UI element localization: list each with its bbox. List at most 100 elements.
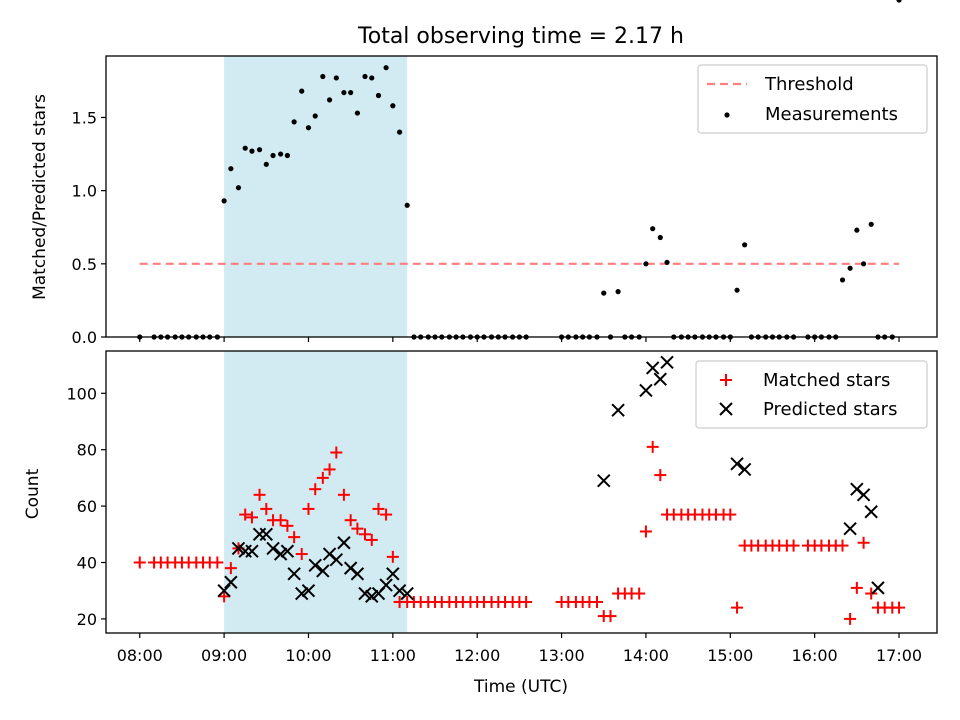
measurement-point	[861, 261, 867, 267]
measurement-point	[228, 166, 234, 172]
bottom-x-tick-label: 13:00	[539, 646, 585, 665]
matched-star-point	[654, 469, 667, 482]
measurement-point	[657, 234, 663, 241]
bottom-x-tick-label: 12:00	[454, 646, 500, 665]
matched-star-point	[365, 533, 378, 546]
measurement-point	[284, 152, 290, 159]
measurement-point	[249, 148, 255, 154]
matched-star-point	[133, 556, 146, 569]
matched-star-point	[520, 595, 533, 608]
measurement-point	[868, 221, 874, 227]
predicted-star-point	[217, 583, 231, 598]
measurement-point	[742, 242, 748, 248]
legend-matched-label: Matched stars	[763, 370, 890, 391]
measurement-point	[390, 103, 396, 109]
matched-star-point	[260, 502, 273, 515]
top-legend: Threshold Measurements	[697, 64, 928, 134]
top-axes-frame	[105, 55, 938, 338]
matched-star-point	[865, 587, 878, 600]
matched-star-point	[253, 488, 266, 501]
bottom-x-tick-label: 17:00	[876, 646, 922, 665]
predicted-star-point	[280, 544, 295, 558]
matched-star-point	[893, 601, 906, 614]
matched-star-point	[281, 519, 294, 532]
matched-star-point	[302, 502, 315, 515]
bottom-panel: 20 40 60 80 100 08:00 09:00 10:00 11:00 12:00 13:…	[23, 350, 938, 697]
measurement-point	[650, 226, 656, 232]
measurement-point	[601, 290, 607, 296]
measurement-point	[404, 202, 410, 208]
matched-star-point	[309, 483, 322, 496]
matched-star-point	[844, 612, 857, 625]
predicted-star-point	[350, 567, 365, 581]
matched-star-point	[857, 536, 870, 549]
top-shaded-region	[224, 56, 408, 337]
legend-predicted-swatch	[719, 402, 733, 416]
measurement-point	[896, 0, 902, 3]
top-y-axis-label: Matched/Predicted stars	[30, 94, 50, 300]
matched-star-point	[323, 463, 336, 476]
matched-star-point	[224, 562, 237, 575]
predicted-star-point	[266, 541, 280, 556]
bottom-y-ticks: 20 40 60 80 100	[66, 384, 106, 629]
top-legend-box	[697, 64, 928, 134]
measurement-point	[369, 75, 375, 81]
predicted-star-point	[365, 589, 379, 604]
legend-predicted-label: Predicted stars	[763, 399, 897, 420]
matched-star-point	[646, 440, 659, 453]
bottom-legend: Matched stars Predicted stars	[695, 360, 928, 429]
predicted-stars-points	[217, 355, 885, 604]
measurement-point	[839, 277, 846, 283]
measurement-point	[348, 89, 354, 96]
bottom-x-tick-label: 09:00	[201, 646, 247, 665]
bottom-x-tick-label: 14:00	[623, 646, 669, 665]
matched-star-point	[633, 587, 646, 600]
predicted-star-point	[287, 567, 301, 581]
matched-star-point	[330, 446, 343, 459]
matched-star-point	[380, 508, 393, 521]
predicted-star-point	[337, 536, 351, 550]
predicted-star-point	[871, 581, 885, 595]
predicted-star-point	[653, 372, 667, 386]
matched-star-point	[724, 508, 737, 521]
predicted-star-point	[730, 457, 744, 471]
measurement-point	[270, 152, 276, 159]
bottom-x-tick-label: 08:00	[117, 646, 163, 665]
measurement-point	[242, 145, 248, 151]
measurement-point	[375, 92, 382, 99]
predicted-star-point	[259, 527, 274, 542]
predicted-star-point	[329, 552, 344, 567]
measurement-point	[341, 89, 347, 96]
matched-star-point	[245, 511, 258, 524]
predicted-star-point	[843, 521, 857, 536]
matched-star-point	[639, 525, 652, 538]
matched-star-point	[344, 514, 357, 527]
matched-star-point	[218, 590, 231, 603]
top-y-tick-label: 0.0	[72, 328, 97, 347]
matched-stars-points	[133, 440, 906, 625]
matched-star-point	[351, 522, 364, 535]
predicted-star-point	[379, 578, 393, 592]
predicted-star-point	[316, 564, 330, 578]
bottom-x-ticks: 08:00 09:00 10:00 11:00 12:00 13:00 14:00 15:00…	[117, 633, 922, 665]
chart-title: Total observing time = 2.17 h	[357, 24, 684, 49]
matched-star-point	[239, 508, 252, 521]
measurement-point	[235, 185, 242, 191]
matched-star-point	[316, 471, 329, 484]
measurement-point	[354, 110, 361, 116]
predicted-star-point	[273, 547, 288, 561]
matched-star-point	[731, 601, 744, 614]
measurement-point	[291, 119, 297, 125]
predicted-star-point	[231, 541, 246, 556]
top-y-tick-label: 1.5	[72, 108, 97, 127]
matched-star-point	[295, 548, 308, 561]
predicted-star-point	[597, 474, 611, 488]
bottom-y-tick-label: 80	[77, 441, 97, 460]
matched-star-point	[274, 514, 287, 527]
predicted-star-point	[245, 544, 259, 558]
matched-star-point	[836, 539, 849, 552]
predicted-star-point	[660, 355, 674, 369]
matched-star-point	[591, 595, 604, 608]
predicted-star-point	[400, 586, 414, 601]
